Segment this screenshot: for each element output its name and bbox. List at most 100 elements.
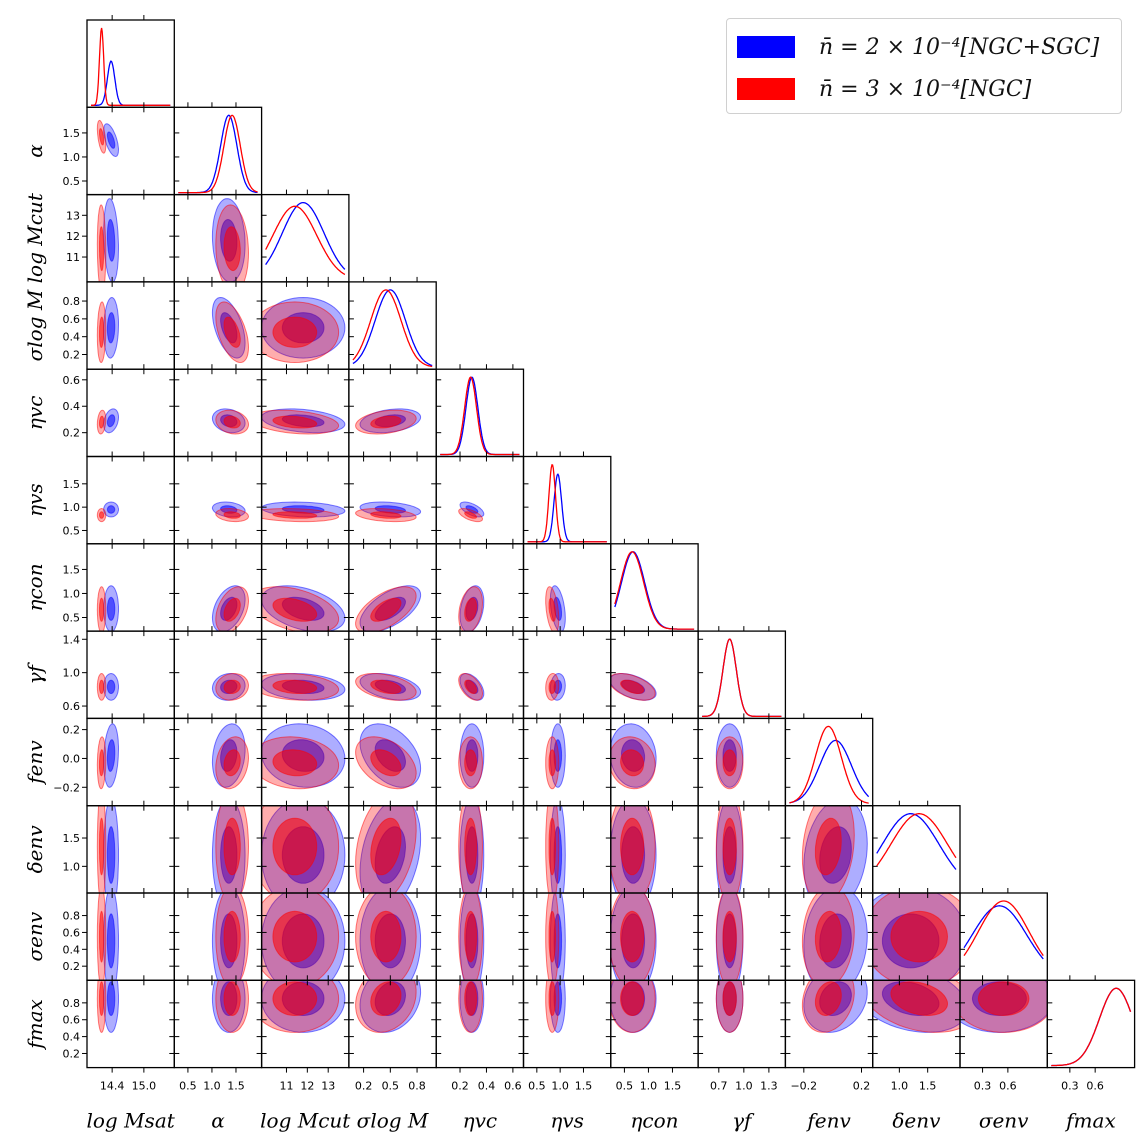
frame-5-2 xyxy=(260,455,350,545)
x-tick-label: 1.3 xyxy=(760,1080,778,1093)
y-tick-label: 0.5 xyxy=(63,524,81,537)
contour-red-1sigma xyxy=(272,910,318,963)
y-axis-label-f: γf xyxy=(23,661,47,684)
contour-red-1sigma xyxy=(464,597,477,622)
contour-red-1sigma xyxy=(99,316,105,348)
panel-log-m-vs-fmax xyxy=(355,980,422,1033)
contour-red-1sigma xyxy=(99,128,105,146)
marginal-vc xyxy=(440,376,520,456)
marginal-curve-red xyxy=(527,463,607,543)
contour-red-1sigma xyxy=(272,316,318,348)
contour-red-1sigma xyxy=(620,817,645,876)
contour-red-1sigma xyxy=(814,817,842,876)
marginal-curve-blue xyxy=(702,638,782,718)
panel-vc-vs-con xyxy=(458,585,485,632)
frame-5-4 xyxy=(435,455,525,545)
contour-red-1sigma xyxy=(464,981,477,1017)
y-axis-label-vc: ηvc xyxy=(23,396,47,430)
contour-red-1sigma xyxy=(370,817,402,876)
panel-env-vs-fmax xyxy=(960,980,1048,1033)
panel-vs-vs-fmax xyxy=(545,980,566,1033)
x-tick-label: 0.6 xyxy=(1086,1080,1104,1093)
marginal-curve-blue xyxy=(876,813,957,870)
contour-blue-1sigma xyxy=(106,414,116,428)
marginal-curve-blue xyxy=(265,201,346,270)
y-tick-label: 0.2 xyxy=(63,724,81,737)
y-axis-label-: α xyxy=(23,144,47,158)
contour-blue-1sigma xyxy=(106,913,116,969)
y-tick-label: 0.2 xyxy=(63,427,81,440)
x-tick-label: 1.5 xyxy=(664,1080,682,1093)
panel-log-msat-vs-log-m xyxy=(96,296,119,364)
panel-f-vs-fmax xyxy=(715,980,744,1033)
y-tick-label: 0.5 xyxy=(63,611,81,624)
x-axis-label-con: ηcon xyxy=(630,1109,678,1133)
contour-red-1sigma xyxy=(814,910,842,963)
x-tick-label: 0.6 xyxy=(999,1080,1017,1093)
marginal-curve-red xyxy=(963,900,1044,956)
panel--vs-fmax xyxy=(211,980,250,1033)
frame-5-3 xyxy=(348,455,437,545)
contour-red-1sigma xyxy=(370,597,402,622)
y-tick-label: 1.5 xyxy=(63,832,81,845)
x-tick-label: 15.0 xyxy=(132,1080,157,1093)
y-axis-label-env: σenv xyxy=(23,911,47,961)
contour-red-1sigma xyxy=(620,981,645,1017)
x-axis-label-log-mcut: log Mcut xyxy=(260,1109,351,1133)
marginal-curve-blue xyxy=(91,60,171,106)
panel-log-msat-vs-vc xyxy=(96,408,119,435)
legend-label-ngc: n̄ = 3 × 10⁻⁴[NGC] xyxy=(819,76,1032,102)
x-axis-label-vc: ηvc xyxy=(463,1109,497,1133)
marginal-curve-blue xyxy=(1051,987,1132,1067)
contour-red-1sigma xyxy=(548,910,556,963)
contour-red-1sigma xyxy=(223,910,241,963)
contour-red-1sigma xyxy=(272,415,318,429)
contour-blue-1sigma xyxy=(106,218,116,262)
panel-log-mcut-vs-fmax xyxy=(261,980,346,1033)
contour-red-1sigma xyxy=(223,817,241,876)
legend-swatch-blue xyxy=(737,36,795,58)
y-tick-label: 0.6 xyxy=(63,374,81,387)
contour-blue-1sigma xyxy=(106,679,116,694)
contour-blue-1sigma xyxy=(106,826,116,884)
y-tick-label: 0.5 xyxy=(63,175,81,188)
contour-red-1sigma xyxy=(814,981,842,1016)
contour-red-1sigma xyxy=(223,415,241,429)
marginal-curve-red xyxy=(614,551,695,630)
contour-red-1sigma xyxy=(370,679,402,694)
contour-red-1sigma xyxy=(272,817,318,876)
x-tick-label: 0.3 xyxy=(974,1080,992,1093)
x-tick-label: 13 xyxy=(321,1080,335,1093)
x-tick-label: 0.2 xyxy=(355,1080,373,1093)
contour-red-1sigma xyxy=(223,597,241,622)
x-tick-label: 11 xyxy=(279,1080,293,1093)
x-tick-label: 12 xyxy=(300,1080,314,1093)
panel-f-vs-env xyxy=(715,805,744,894)
marginal-curve-red xyxy=(702,638,782,718)
panel-env-vs-env xyxy=(872,893,961,981)
panel--vs-env xyxy=(211,805,250,894)
x-tick-label: 0.7 xyxy=(710,1080,728,1093)
contour-red-1sigma xyxy=(370,749,402,777)
y-tick-label: 0.6 xyxy=(63,700,81,713)
panel-vc-vs-fenv xyxy=(458,723,485,790)
marginal-curve-red xyxy=(91,27,171,106)
y-tick-label: 0.4 xyxy=(63,1031,81,1044)
frame-11-11 xyxy=(1046,979,1136,1069)
x-tick-label: 14.4 xyxy=(100,1080,125,1093)
legend-item-ngc-sgc: n̄ = 2 × 10⁻⁴[NGC+SGC] xyxy=(737,32,1099,62)
contour-red-1sigma xyxy=(99,910,105,963)
panel-f-vs-env xyxy=(715,893,744,981)
contour-red-1sigma xyxy=(464,749,477,777)
frame-7-4 xyxy=(435,630,525,720)
contour-red-1sigma xyxy=(370,981,402,1016)
y-axis-label-log-mcut: log Mcut xyxy=(23,192,47,283)
contour-red-1sigma xyxy=(99,511,105,519)
marginal-curve-blue xyxy=(440,376,520,456)
contour-red-1sigma xyxy=(620,749,645,777)
panel-vc-vs-f xyxy=(458,673,485,701)
x-axis-label-fenv: fenv xyxy=(805,1109,851,1133)
x-axis-label-f: γf xyxy=(732,1109,755,1133)
y-tick-label: 12 xyxy=(66,230,80,243)
contour-red-1sigma xyxy=(548,817,556,876)
